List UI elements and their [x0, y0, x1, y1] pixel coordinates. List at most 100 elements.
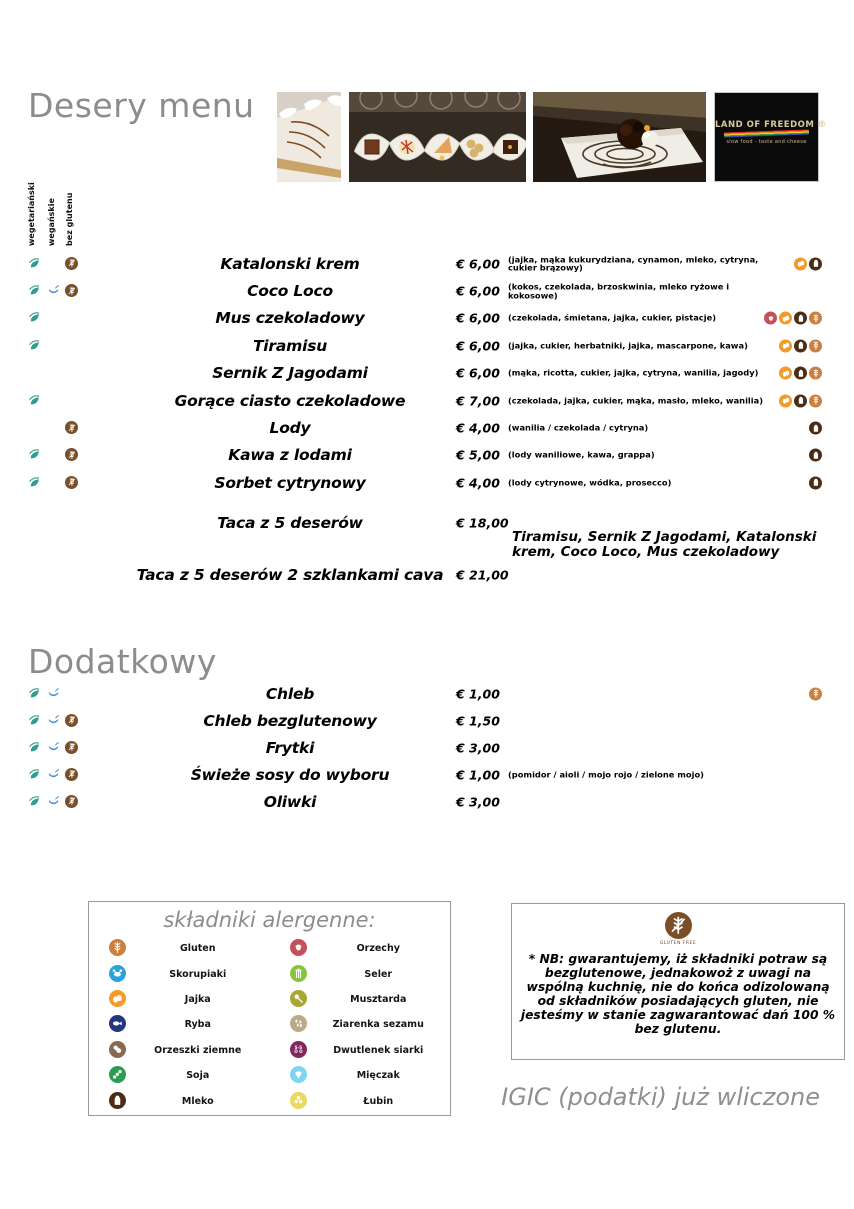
dish-ingredients: (czekolada, śmietana, jajka, cukier, pis…: [508, 313, 716, 324]
gluten-icon: [809, 366, 822, 380]
allergen-legend-icon: [89, 1015, 126, 1034]
eggs-icon: [779, 311, 792, 325]
logo-title: LAND OF FREEDOM ®: [715, 120, 827, 130]
allergen-legend-row: Orzechy: [270, 936, 451, 961]
gluten-free-slot: [65, 394, 79, 408]
allergen-legend-label: Soja: [186, 1070, 210, 1082]
allergen-legend-label: Seler: [364, 968, 393, 980]
allergen-legend-label: Ziarenka sezamu: [332, 1019, 424, 1031]
allergen-icons: [809, 687, 822, 700]
milk-icon: [809, 476, 822, 490]
allergen-icons: [794, 257, 822, 271]
gluten-free-slot: [65, 767, 79, 782]
vegetarian-icon: [28, 795, 41, 808]
milk-icon: [809, 448, 822, 462]
gluten-free-slot: [65, 687, 79, 701]
vegan-slot: [47, 741, 61, 755]
dish-name: Taca z 5 deserów: [217, 513, 363, 532]
menu-item-row: Sorbet cytrynowy € 4,00 (lody cytrynowe,…: [0, 469, 854, 496]
allergen-legend-row: Jajka: [89, 987, 270, 1012]
dish-name: Oliwki: [263, 792, 317, 811]
lupin-icon: [289, 1091, 307, 1109]
milk-icon: [794, 366, 807, 380]
allergen-icons: [779, 339, 822, 353]
milk-icon: [809, 421, 822, 435]
gluten-free-slot: [65, 475, 79, 490]
dish-name: Lody: [269, 419, 311, 438]
dish-name: Sernik Z Jagodami: [212, 364, 368, 383]
menu-item-row: Tiramisu € 6,00 (jajka, cukier, herbatni…: [0, 332, 854, 359]
allergen-legend-row: Orzeszki ziemne: [89, 1038, 270, 1063]
platter-contents-note: Tiramisu, Sernik Z Jagodami, Katalonski …: [512, 529, 817, 561]
dish-price: € 6,00: [456, 365, 500, 381]
allergen-icons: [779, 394, 822, 408]
vegetarian-slot: [28, 394, 42, 408]
vegetarian-icon: [28, 714, 41, 727]
eggs-icon: [779, 339, 792, 353]
allergen-icons: [809, 476, 822, 490]
dish-name: Taca z 5 deserów 2 szklankami cava: [136, 565, 444, 584]
allergen-icons: [809, 421, 822, 435]
vegetarian-slot: [28, 476, 42, 490]
allergen-legend-label: Łubin: [363, 1095, 394, 1107]
gluten-free-icon: [65, 767, 78, 781]
vegan-icon: [47, 687, 60, 700]
extras-list: Chleb € 1,00 Chleb bezglutenowy € 1,50 F: [0, 680, 854, 815]
allergen-legend-icon: [89, 1066, 126, 1085]
dish-name: Kawa z lodami: [228, 446, 352, 465]
gluten-free-slot: [65, 366, 79, 380]
gluten-free-icon: [65, 713, 78, 727]
vegan-icon: [47, 768, 60, 781]
photo-chocolate-cake: [533, 92, 706, 182]
gluten-free-icon: [65, 475, 78, 489]
allergen-legend-row: Ryba: [89, 1012, 270, 1037]
allergen-icons: [809, 448, 822, 462]
vegetarian-icon: [28, 448, 41, 461]
gluten-free-slot: [65, 448, 79, 462]
gluten-free-slot: [65, 794, 79, 809]
gluten-free-caption: GLUTEN FREE: [659, 940, 697, 946]
vegan-icon: [47, 741, 60, 754]
vegetarian-slot: [28, 311, 42, 325]
vegetarian-slot: [28, 714, 42, 728]
vegetarian-icon: [28, 741, 41, 754]
vegan-slot: [47, 257, 61, 271]
gluten-icon: [809, 687, 822, 700]
gluten-free-notice-text: * NB: gwarantujemy, iż składniki potraw …: [520, 951, 836, 1036]
allergen-legend-row: Łubin: [270, 1088, 451, 1113]
allergen-icons: [764, 311, 822, 325]
allergen-legend-box: składniki alergenne: Gluten Skorupiaki: [88, 901, 451, 1116]
dish-price: € 1,00: [456, 767, 500, 782]
allergen-legend-label: Musztarda: [350, 993, 407, 1005]
vegetarian-icon: [28, 339, 41, 352]
menu-item-row: Sernik Z Jagodami € 6,00 (mąka, ricotta,…: [0, 360, 854, 387]
allergen-legend-title: składniki alergenne:: [163, 908, 376, 932]
allergen-legend-row: Mleko: [89, 1088, 270, 1113]
dish-ingredients: (wanilia / czekolada / cytryna): [508, 422, 649, 433]
gluten-free-icon-slot: [664, 912, 692, 940]
dish-name: Coco Loco: [247, 282, 333, 301]
dish-name: Świeże sosy do wyboru: [190, 765, 390, 784]
vegan-slot: [47, 687, 61, 701]
gluten-free-slot: [65, 256, 79, 271]
gluten-free-slot: [65, 284, 79, 298]
platter-row: Taca z 5 deserów 2 szklankami cava € 21,…: [0, 561, 854, 588]
dish-price: € 3,00: [456, 740, 500, 755]
milk-icon: [794, 394, 807, 408]
vegetarian-icon: [28, 687, 41, 700]
allergen-legend-row: S-S O O Dwutlenek siarki: [270, 1038, 451, 1063]
gluten-free-notice-box: GLUTEN FREE * NB: gwarantujemy, iż skład…: [511, 903, 845, 1060]
dish-name: Mus czekoladowy: [215, 309, 365, 328]
mustard-icon: [289, 990, 307, 1008]
vegetarian-icon: [28, 311, 41, 324]
vegetarian-slot: [28, 687, 42, 701]
gluten-free-icon: [65, 448, 78, 462]
gluten-free-icon: [664, 912, 692, 939]
menu-item-row: Coco Loco € 6,00 (kokos, czekolada, brzo…: [0, 277, 854, 304]
crab-icon: [109, 964, 126, 982]
menu-item-row: Mus czekoladowy € 6,00 (czekolada, śmiet…: [0, 305, 854, 332]
gluten-free-icon: [65, 284, 78, 298]
allergen-icons: [779, 366, 822, 380]
dish-ingredients: (czekolada, jajka, cukier, mąka, masło, …: [508, 395, 763, 406]
allergen-legend-label: Orzechy: [356, 943, 400, 955]
